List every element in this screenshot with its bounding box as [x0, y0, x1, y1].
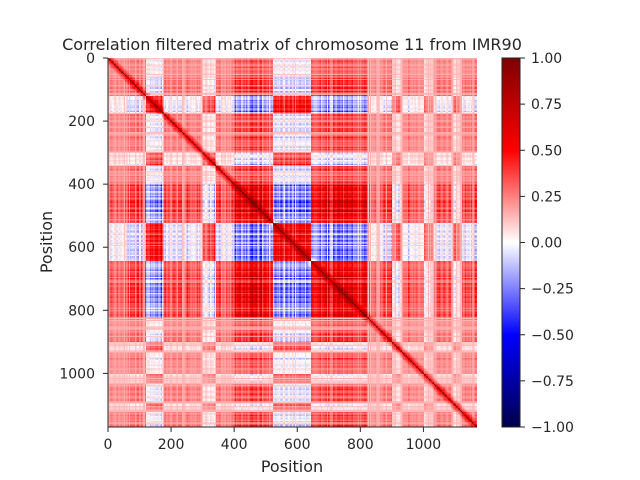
heatmap-area: [108, 58, 477, 427]
x-axis-label: Position: [261, 457, 323, 476]
x-tick-label: 0: [104, 437, 113, 453]
colorbar-tick-label: 0.50: [531, 143, 562, 159]
y-tick-label: 600: [68, 240, 95, 256]
y-tick-label: 1000: [59, 366, 95, 382]
x-axis: 0 200 400 600 800 1000: [104, 426, 477, 453]
y-tick-label: 800: [68, 303, 95, 319]
colorbar-tick-label: 0.00: [531, 236, 562, 252]
x-tick-label: 400: [221, 437, 248, 453]
x-tick-label: 800: [347, 437, 374, 453]
colorbar-tick-label: −1.00: [531, 420, 574, 436]
colorbar-bar: [501, 57, 521, 428]
x-tick-label: 1000: [406, 437, 442, 453]
colorbar-tick-label: −0.25: [531, 282, 574, 298]
colorbar-tick-label: −0.75: [531, 374, 574, 390]
y-axis-label: Position: [37, 211, 56, 273]
colorbar: 1.00 0.75 0.50 0.25 0.00 −0.25 −0.50 −0.75 −1.00: [501, 51, 574, 436]
y-tick-label: 0: [86, 51, 95, 67]
y-axis: 0 200 400 600 800 1000: [59, 51, 109, 427]
colorbar-tick-label: 1.00: [531, 51, 562, 67]
y-tick-label: 400: [68, 177, 95, 193]
chart-title: Correlation filtered matrix of chromosom…: [62, 35, 522, 54]
heatmap-cells: [108, 58, 477, 427]
y-tick-label: 200: [68, 114, 95, 130]
x-tick-label: 200: [158, 437, 185, 453]
colorbar-tick-label: 0.25: [531, 189, 562, 205]
x-tick-label: 600: [284, 437, 311, 453]
colorbar-tick-label: −0.50: [531, 328, 574, 344]
colorbar-tick-label: 0.75: [531, 97, 562, 113]
